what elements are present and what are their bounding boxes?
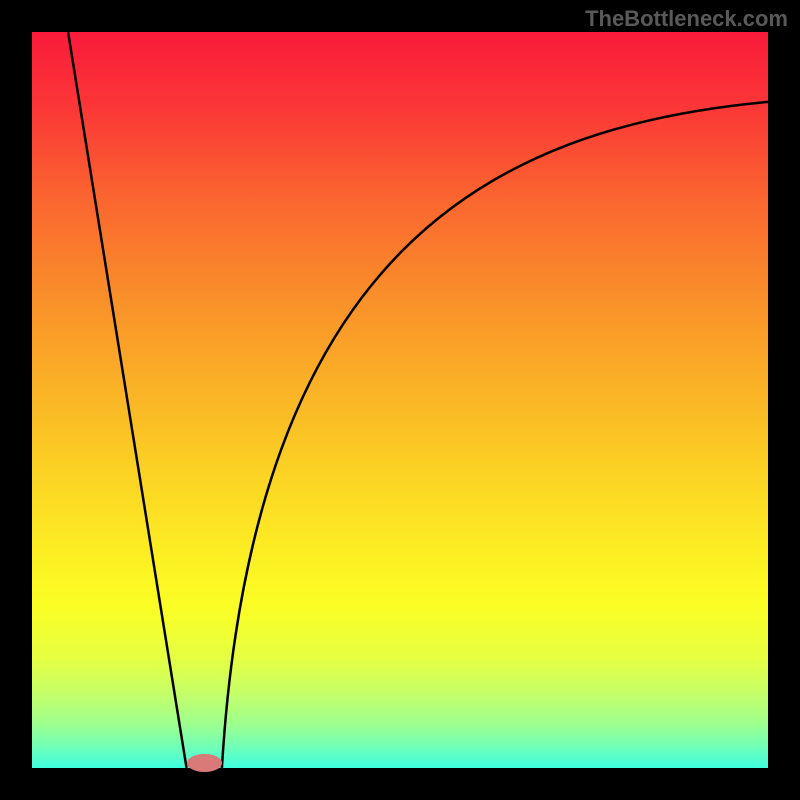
plot-area: [32, 32, 768, 768]
gradient-background: [32, 32, 768, 768]
min-marker: [187, 754, 222, 772]
chart-svg: [32, 32, 768, 768]
chart-container: TheBottleneck.com: [0, 0, 800, 800]
watermark-text: TheBottleneck.com: [585, 6, 788, 32]
